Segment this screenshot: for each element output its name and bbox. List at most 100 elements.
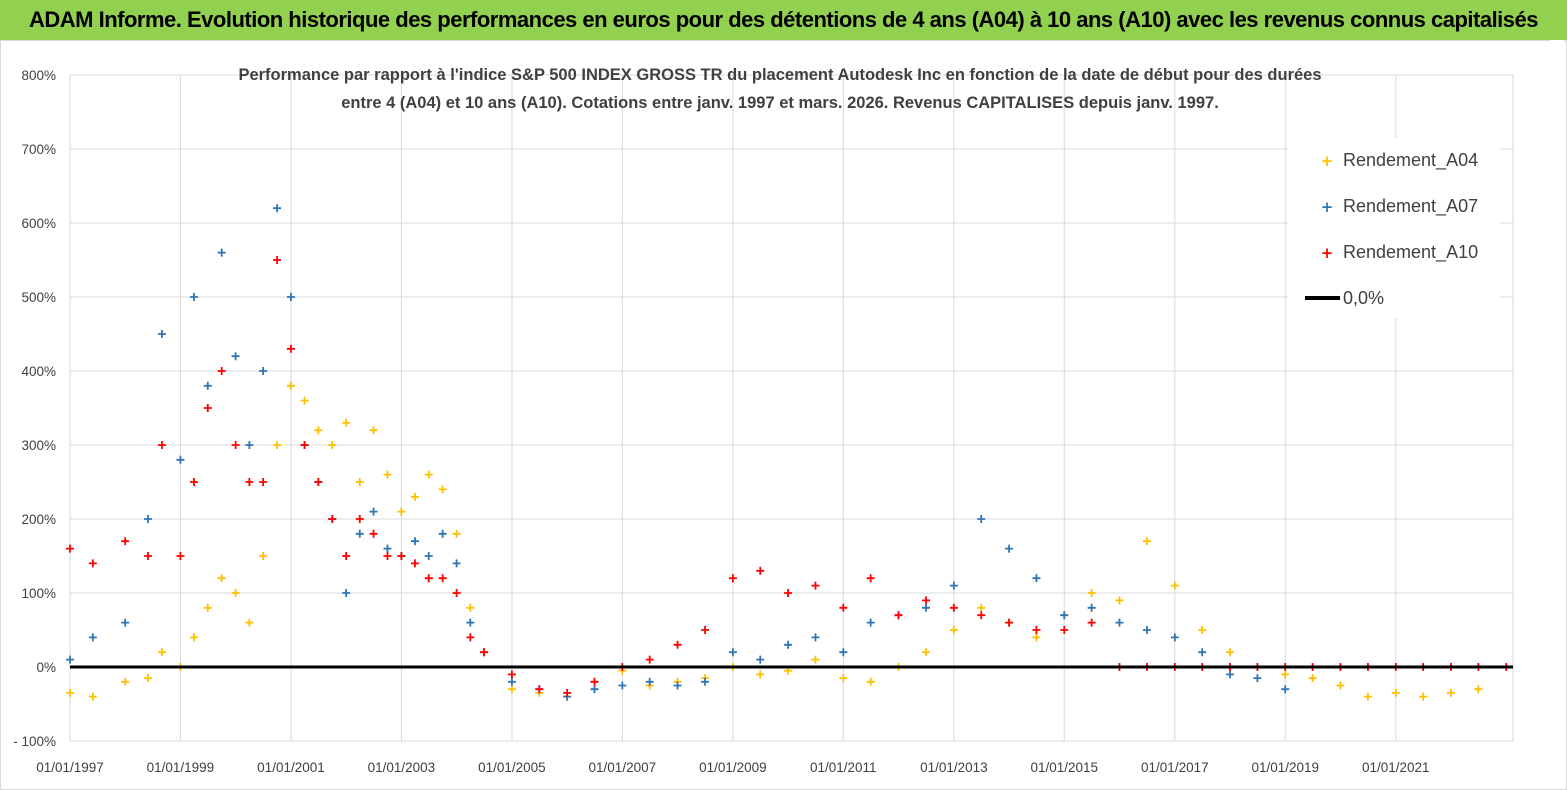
data-point-a10 [480, 648, 489, 657]
x-tick-label: 01/01/1997 [36, 760, 104, 775]
data-point-a07 [839, 648, 848, 657]
data-point-a10 [88, 559, 97, 568]
data-point-a04 [424, 470, 433, 479]
data-point-a10 [701, 626, 710, 634]
y-tick-label: - 100% [13, 734, 56, 749]
data-point-a07 [1198, 648, 1207, 657]
data-point-a10 [535, 685, 544, 694]
data-point-a07 [1087, 603, 1096, 612]
data-point-a10 [328, 515, 337, 523]
legend-label-zero: 0,0% [1343, 288, 1384, 308]
data-point-a07 [190, 293, 199, 301]
legend-label-a04: Rendement_A04 [1343, 150, 1478, 171]
data-point-a04 [328, 441, 337, 449]
data-point-a10 [866, 574, 875, 583]
x-axis-ticks: 01/01/1997 01/01/1999 01/01/2001 01/01/2003… [36, 760, 1429, 775]
data-point-a04 [507, 685, 516, 694]
x-tick-label: 01/01/2017 [1141, 760, 1209, 775]
data-point-a04 [1336, 681, 1345, 690]
data-point-a04 [1474, 685, 1483, 694]
data-point-a04 [88, 692, 97, 701]
data-point-a10 [1060, 626, 1069, 634]
data-point-a07 [949, 581, 958, 590]
x-tick-label: 01/01/2019 [1251, 760, 1319, 775]
data-point-a07 [701, 677, 710, 686]
data-point-a10 [673, 640, 682, 649]
data-point-a10 [894, 611, 903, 620]
data-point-a04 [245, 618, 254, 627]
data-point-a10 [410, 559, 419, 568]
data-point-a04 [355, 478, 364, 486]
data-point-a10 [245, 478, 254, 486]
data-point-a10 [176, 552, 185, 560]
data-point-a04 [217, 574, 226, 583]
page-title: ADAM Informe. Evolution historique des p… [28, 7, 1539, 32]
data-point-a10 [949, 603, 958, 612]
y-tick-label: 800% [21, 68, 56, 83]
data-point-a07 [342, 589, 351, 597]
data-point-a10 [300, 441, 309, 449]
data-point-a04 [144, 674, 153, 683]
data-point-a07 [784, 640, 793, 649]
series-a10 [66, 256, 1511, 697]
data-point-a04 [286, 381, 295, 390]
data-point-a07 [231, 352, 240, 361]
x-tick-label: 01/01/2005 [478, 760, 546, 775]
data-point-a04 [1391, 688, 1400, 697]
data-point-a10 [314, 478, 323, 486]
data-point-a10 [452, 589, 461, 597]
data-point-a07 [273, 204, 282, 213]
x-tick-label: 01/01/1999 [147, 760, 215, 775]
data-point-a10 [259, 478, 268, 486]
data-point-a04 [369, 426, 378, 435]
data-point-a07 [259, 367, 268, 375]
data-point-a04 [1198, 626, 1207, 634]
chart-corner [1550, 40, 1564, 70]
data-point-a10 [1087, 618, 1096, 627]
data-point-a10 [217, 367, 226, 375]
data-point-a04 [1446, 688, 1455, 697]
data-point-a07 [673, 681, 682, 690]
data-point-a04 [1226, 648, 1235, 657]
data-point-a10 [839, 603, 848, 612]
data-point-a07 [1170, 633, 1179, 642]
legend-item-zero: 0,0% [1305, 288, 1384, 308]
x-tick-label: 01/01/2013 [920, 760, 988, 775]
data-point-a10 [728, 574, 737, 583]
x-tick-label: 01/01/2009 [699, 760, 767, 775]
data-point-a07 [203, 381, 212, 390]
data-point-a07 [1253, 674, 1262, 683]
data-point-a07 [866, 618, 875, 627]
data-point-a07 [176, 455, 185, 464]
series-a04 [66, 381, 1483, 701]
data-point-a04 [1115, 596, 1124, 605]
data-point-a10 [383, 552, 392, 560]
data-point-a07 [66, 655, 74, 664]
data-point-a04 [452, 529, 461, 538]
legend: + Rendement_A04 + Rendement_A07 + Rendem… [1288, 138, 1500, 318]
legend-box [1288, 138, 1500, 318]
legend-marker-a10: + [1321, 244, 1334, 262]
data-point-a10 [645, 655, 654, 664]
y-tick-label: 300% [21, 438, 56, 453]
data-point-a04 [273, 441, 282, 449]
legend-label-a07: Rendement_A07 [1343, 196, 1478, 217]
data-point-a04 [1170, 581, 1179, 590]
data-point-a07 [1060, 611, 1069, 620]
data-point-a10 [286, 344, 295, 353]
data-point-a10 [590, 677, 599, 686]
legend-item-a04: + Rendement_A04 [1321, 150, 1478, 171]
data-point-a04 [157, 648, 166, 657]
data-point-a10 [424, 574, 433, 583]
data-point-a04 [314, 426, 323, 435]
data-point-a10 [784, 589, 793, 597]
data-point-a04 [1087, 589, 1096, 597]
y-tick-label: 500% [21, 290, 56, 305]
data-point-a07 [1005, 544, 1014, 553]
data-point-a04 [190, 633, 199, 642]
data-point-a07 [410, 537, 419, 546]
data-point-a04 [977, 603, 986, 612]
x-tick-label: 01/01/2007 [589, 760, 657, 775]
data-point-a10 [273, 256, 282, 264]
